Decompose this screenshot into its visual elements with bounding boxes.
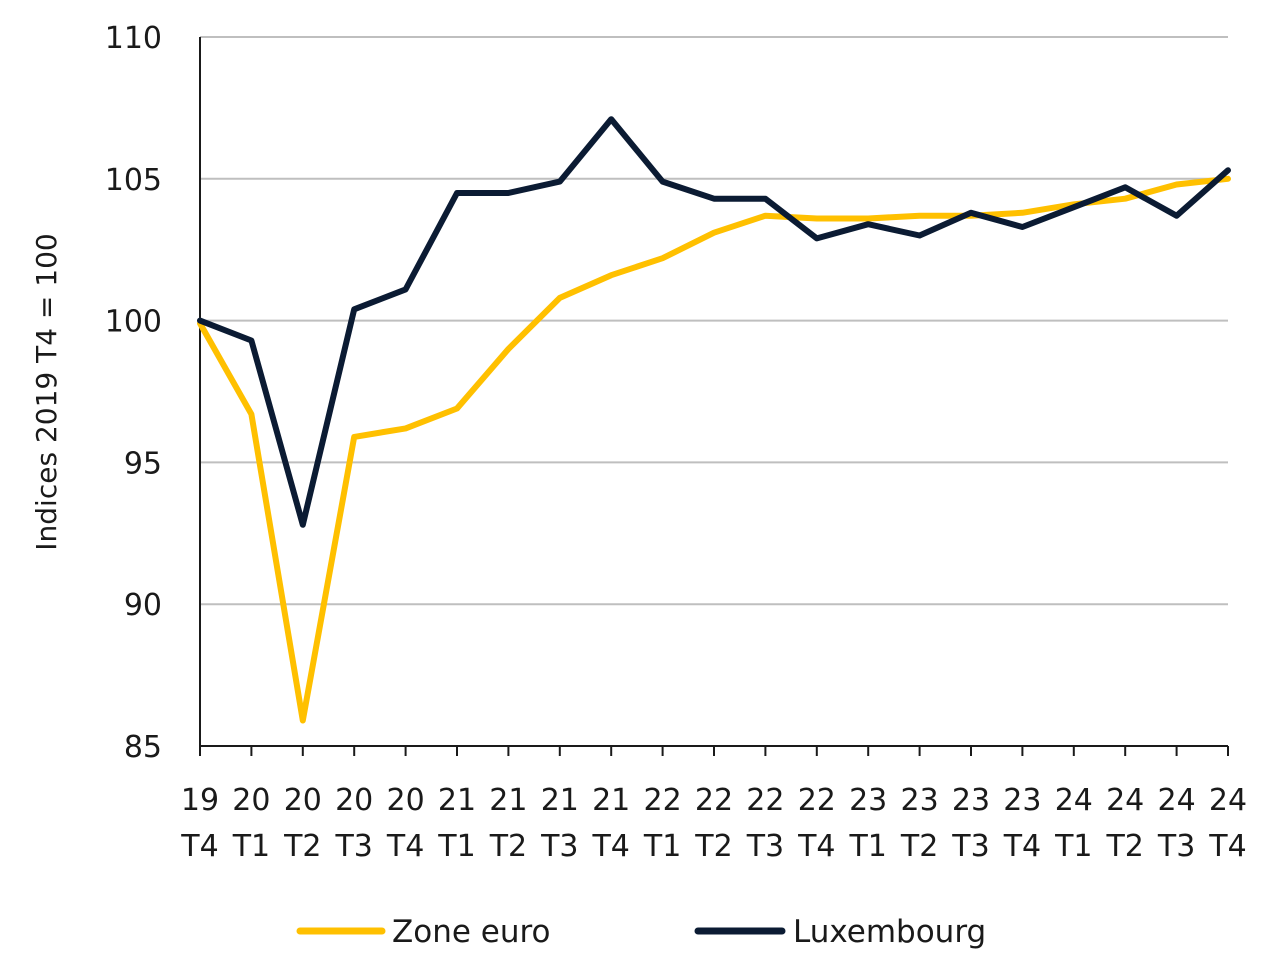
x-tick-label-year: 20 bbox=[232, 783, 270, 818]
legend: Zone euro Luxembourg bbox=[296, 914, 986, 950]
axes bbox=[199, 37, 1229, 756]
y-tick-label: 95 bbox=[124, 446, 162, 481]
x-tick-label-quarter: T4 bbox=[1208, 829, 1246, 864]
x-tick-label-quarter: T1 bbox=[643, 829, 681, 864]
x-tick-label-year: 23 bbox=[1003, 783, 1041, 818]
series-line-luxembourg bbox=[197, 116, 1231, 528]
x-tick-label-quarter: T4 bbox=[591, 829, 629, 864]
x-tick-label-quarter: T3 bbox=[1157, 829, 1195, 864]
x-tick-label-quarter: T3 bbox=[951, 829, 989, 864]
x-tick-label-year: 24 bbox=[1209, 783, 1247, 818]
legend-label: Zone euro bbox=[392, 914, 551, 950]
x-tick-label-year: 22 bbox=[798, 783, 836, 818]
x-tick-label-quarter: T3 bbox=[334, 829, 372, 864]
x-tick-label-quarter: T3 bbox=[746, 829, 784, 864]
x-tick-label-year: 23 bbox=[849, 783, 887, 818]
x-tick-label-year: 23 bbox=[952, 783, 990, 818]
x-tick-label-quarter: T2 bbox=[283, 829, 321, 864]
x-tick-label-quarter: T4 bbox=[797, 829, 835, 864]
x-tick-label-quarter: T1 bbox=[1054, 829, 1092, 864]
legend-label: Luxembourg bbox=[793, 914, 986, 950]
x-tick-label-quarter: T1 bbox=[848, 829, 886, 864]
y-tick-label: 105 bbox=[105, 163, 162, 198]
x-tick-label-year: 20 bbox=[387, 783, 425, 818]
x-tick-label-quarter: T2 bbox=[900, 829, 938, 864]
y-tick-labels: 85 90 95 100 105 110 bbox=[105, 21, 162, 765]
x-tick-label-year: 23 bbox=[901, 783, 939, 818]
x-tick-label-year: 22 bbox=[746, 783, 784, 818]
x-tick-label-quarter: T1 bbox=[232, 829, 270, 864]
x-tick-label-year: 24 bbox=[1055, 783, 1093, 818]
x-tick-label-year: 21 bbox=[592, 783, 630, 818]
x-tick-label-year: 24 bbox=[1106, 783, 1144, 818]
x-tick-label-year: 21 bbox=[541, 783, 579, 818]
y-axis-title: Indices 2019 T4 = 100 bbox=[30, 233, 63, 550]
x-tick-label-quarter: T4 bbox=[386, 829, 424, 864]
x-tick-label-year: 19 bbox=[181, 783, 219, 818]
x-tick-label-year: 24 bbox=[1158, 783, 1196, 818]
y-tick-label: 90 bbox=[124, 588, 162, 623]
y-tick-label: 100 bbox=[105, 305, 162, 340]
x-tick-labels: 19 T4 20 T1 20 T2 20 T3 20 T4 21 T1 21 T2 21 T3 21 T4 22 T1… bbox=[180, 783, 1247, 864]
x-tick-label-year: 22 bbox=[695, 783, 733, 818]
x-tick-label-quarter: T2 bbox=[489, 829, 527, 864]
x-tick-label-year: 22 bbox=[644, 783, 682, 818]
x-tick-label-quarter: T2 bbox=[694, 829, 732, 864]
x-tick-label-year: 20 bbox=[335, 783, 373, 818]
gridlines bbox=[200, 36, 1228, 606]
y-tick-label: 85 bbox=[124, 730, 162, 765]
x-tick-label-year: 21 bbox=[438, 783, 476, 818]
x-tick-label-quarter: T3 bbox=[540, 829, 578, 864]
series-lines bbox=[197, 116, 1231, 724]
y-tick-label: 110 bbox=[105, 21, 162, 56]
x-tick-label-quarter: T4 bbox=[180, 829, 218, 864]
x-tick-label-quarter: T2 bbox=[1105, 829, 1143, 864]
x-tick-label-year: 20 bbox=[284, 783, 322, 818]
x-tick-label-quarter: T1 bbox=[437, 829, 475, 864]
x-tick-label-quarter: T4 bbox=[1003, 829, 1041, 864]
series-line-zone-euro bbox=[197, 175, 1231, 724]
x-tick-label-year: 21 bbox=[489, 783, 527, 818]
